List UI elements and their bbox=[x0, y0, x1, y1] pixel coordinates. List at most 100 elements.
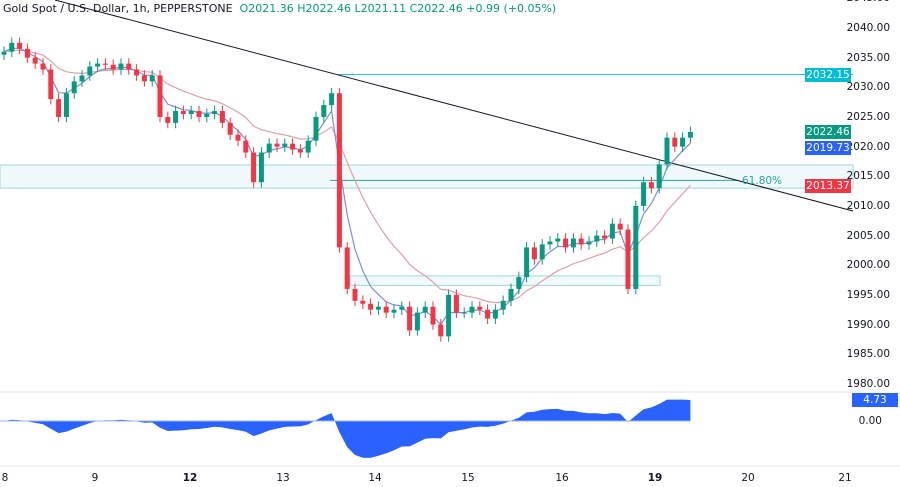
candle-body bbox=[477, 306, 483, 310]
candle-body bbox=[648, 182, 654, 189]
candle-body bbox=[391, 309, 397, 313]
candle-body bbox=[469, 306, 475, 313]
time-axis-label: 12 bbox=[182, 472, 198, 484]
candle-body bbox=[9, 42, 15, 52]
price-axis-label: 2030.00 bbox=[846, 81, 890, 94]
candle-body bbox=[188, 111, 194, 114]
candle-body bbox=[352, 288, 358, 301]
candle-body bbox=[212, 111, 218, 114]
price-axis-label: 2000.00 bbox=[846, 259, 890, 272]
candle-body bbox=[40, 63, 46, 70]
candle-body bbox=[63, 93, 69, 117]
candle-body bbox=[17, 42, 23, 49]
ohlc-change: +0.99 (+0.05%) bbox=[466, 2, 557, 15]
candle-body bbox=[251, 152, 257, 183]
candle-body bbox=[305, 140, 311, 153]
candle-body bbox=[32, 57, 38, 64]
candle-body bbox=[602, 235, 608, 239]
candle-body bbox=[399, 306, 405, 310]
candle-body bbox=[48, 69, 54, 100]
candle-body bbox=[383, 306, 389, 313]
moving-average-slow bbox=[3, 49, 691, 304]
candle-body bbox=[204, 113, 210, 117]
candle-body bbox=[508, 288, 514, 301]
candle-body bbox=[485, 309, 491, 319]
candle-body bbox=[500, 300, 506, 310]
time-axis-label: 8 bbox=[1, 472, 9, 484]
time-axis-label: 15 bbox=[461, 472, 475, 484]
price-axis-label: 2010.00 bbox=[846, 199, 890, 212]
candle-body bbox=[531, 247, 537, 260]
support-zone bbox=[0, 164, 854, 189]
candle-body bbox=[118, 63, 124, 70]
price-tag: 2019.73 bbox=[805, 141, 851, 156]
trendline bbox=[54, 0, 854, 212]
candle-body bbox=[446, 294, 452, 337]
candle-body bbox=[258, 152, 264, 183]
price-axis-label: 2035.00 bbox=[846, 51, 890, 64]
candle-body bbox=[266, 143, 272, 153]
candle-body bbox=[539, 244, 545, 260]
oscillator-area bbox=[4, 399, 691, 458]
candle-body bbox=[407, 306, 413, 331]
candle-body bbox=[102, 63, 108, 65]
candle-body bbox=[219, 111, 225, 123]
price-axis-label: 2005.00 bbox=[846, 229, 890, 242]
candle-body bbox=[461, 312, 467, 314]
time-axis-label: 19 bbox=[647, 472, 663, 484]
candle-body bbox=[134, 69, 140, 76]
price-axis-label: 1995.00 bbox=[846, 288, 890, 301]
candle-body bbox=[633, 205, 639, 289]
oscillator-value-tag: 4.73 bbox=[852, 393, 898, 407]
candle-body bbox=[180, 111, 186, 114]
candle-body bbox=[625, 229, 631, 289]
price-axis-label: 2040.00 bbox=[846, 22, 890, 34]
time-axis-label: 9 bbox=[91, 472, 99, 484]
symbol-legend: Gold Spot / U.S. Dollar, 1h, PEPPERSTONE… bbox=[3, 2, 556, 15]
candle-body bbox=[578, 238, 584, 245]
candle-body bbox=[422, 306, 428, 313]
price-axis-label: 1990.00 bbox=[846, 318, 890, 331]
ohlc-high: H2022.46 bbox=[297, 2, 351, 15]
candle-body bbox=[617, 223, 623, 230]
candle-body bbox=[290, 143, 296, 150]
candle-body bbox=[149, 75, 155, 82]
demand-zone-box bbox=[349, 275, 661, 286]
candle-body bbox=[71, 81, 77, 94]
price-axis-label: 2015.00 bbox=[846, 170, 890, 183]
price-tag: 2022.46 bbox=[805, 125, 851, 139]
candle-body bbox=[344, 247, 350, 289]
candle-body bbox=[274, 143, 280, 147]
candle-body bbox=[360, 300, 366, 304]
price-axis-label: 1985.00 bbox=[846, 348, 890, 361]
candle-body bbox=[664, 137, 670, 165]
price-axis-label: 2020.00 bbox=[846, 140, 890, 153]
candle-body bbox=[110, 64, 116, 70]
candle-body bbox=[438, 324, 444, 337]
fib-level-label: 61.80% bbox=[742, 175, 783, 187]
candle-body bbox=[453, 294, 459, 313]
candle-body bbox=[321, 105, 327, 117]
candle-body bbox=[336, 93, 342, 248]
time-axis-label: 16 bbox=[555, 472, 569, 484]
candle-body bbox=[297, 149, 303, 153]
candle-body bbox=[570, 238, 576, 248]
candle-body bbox=[609, 223, 615, 239]
candle-body bbox=[329, 93, 335, 106]
candle-body bbox=[56, 99, 62, 117]
candle-body bbox=[641, 182, 647, 206]
candle-body bbox=[547, 241, 553, 245]
candle-body bbox=[672, 137, 678, 147]
candle-body bbox=[243, 140, 249, 153]
candle-body bbox=[594, 235, 600, 242]
candle-body bbox=[492, 309, 498, 319]
price-axis-label: 2025.00 bbox=[846, 110, 890, 123]
moving-average-fast bbox=[3, 47, 691, 326]
time-axis-label: 21 bbox=[838, 472, 852, 484]
time-axis-label: 14 bbox=[368, 472, 382, 484]
candle-body bbox=[173, 111, 179, 123]
candle-body bbox=[555, 238, 561, 242]
candle-body bbox=[79, 75, 85, 82]
